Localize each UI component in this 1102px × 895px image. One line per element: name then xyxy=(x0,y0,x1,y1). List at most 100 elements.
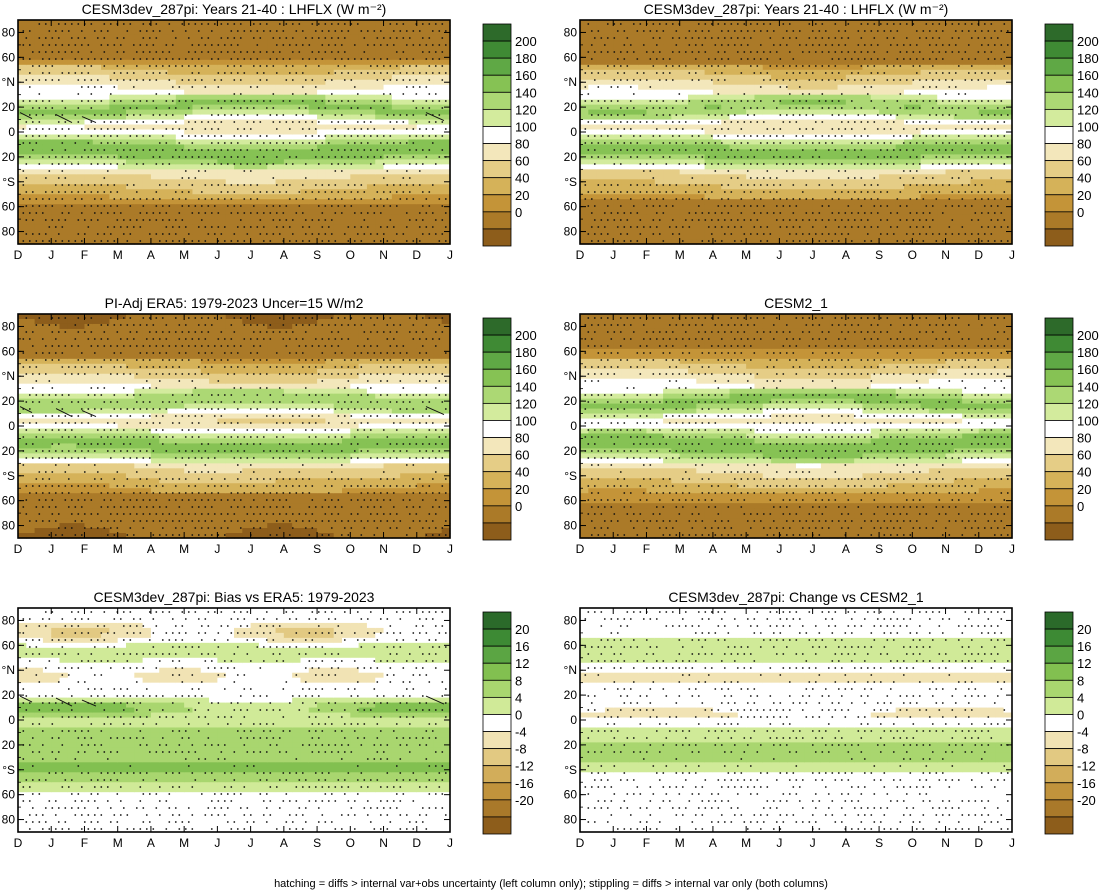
heatmap-cell xyxy=(51,204,61,210)
stipple-dot xyxy=(25,121,28,123)
heatmap-cell xyxy=(300,99,310,106)
stipple-dot xyxy=(395,65,398,67)
heatmap-cell xyxy=(159,34,169,41)
stipple-dot xyxy=(191,72,194,74)
stipple-dot xyxy=(28,240,31,242)
heatmap-cell xyxy=(308,184,318,190)
heatmap-cell xyxy=(433,194,443,200)
heatmap-cell xyxy=(604,219,614,225)
heatmap-cell xyxy=(92,124,102,131)
heatmap-cell xyxy=(613,159,623,165)
heatmap-cell xyxy=(737,29,747,36)
heatmap-cell xyxy=(175,204,185,210)
stipple-dot xyxy=(67,240,70,242)
heatmap-cell xyxy=(192,234,202,240)
heatmap-cell xyxy=(225,204,235,210)
heatmap-cell xyxy=(663,239,672,245)
heatmap-cell xyxy=(142,129,152,136)
heatmap-cell xyxy=(646,219,656,225)
heatmap-cell xyxy=(42,59,52,66)
heatmap-cell xyxy=(746,219,756,225)
heatmap-cell xyxy=(737,184,747,190)
stipple-dot xyxy=(405,44,408,46)
heatmap-cell xyxy=(425,44,434,51)
heatmap-cell xyxy=(729,79,739,86)
heatmap-cell xyxy=(184,69,194,76)
stipple-dot xyxy=(80,86,83,88)
heatmap-cell xyxy=(117,114,127,121)
stipple-dot xyxy=(61,142,64,144)
heatmap-cell xyxy=(762,134,772,141)
stipple-dot xyxy=(366,156,369,158)
heatmap-cell xyxy=(721,239,731,245)
heatmap-cell xyxy=(134,74,144,81)
stipple-dot xyxy=(334,240,337,242)
heatmap-cell xyxy=(704,64,714,71)
heatmap-cell xyxy=(408,29,418,36)
heatmap-cell xyxy=(638,29,648,36)
heatmap-cell xyxy=(342,144,351,151)
stipple-dot xyxy=(311,149,314,151)
stipple-dot xyxy=(184,198,187,200)
heatmap-cell xyxy=(729,94,739,101)
heatmap-cell xyxy=(192,20,202,26)
heatmap-cell xyxy=(375,39,385,46)
stipple-dot xyxy=(119,156,122,158)
heatmap-cell xyxy=(391,194,401,200)
heatmap-cell xyxy=(325,234,335,240)
stipple-dot xyxy=(230,44,233,46)
heatmap-cell xyxy=(258,209,268,215)
stipple-dot xyxy=(96,163,99,165)
heatmap-cell xyxy=(84,229,94,235)
heatmap-cell xyxy=(746,134,756,141)
heatmap-cell xyxy=(150,229,160,235)
heatmap-cell xyxy=(167,84,177,91)
heatmap-cell xyxy=(671,204,681,210)
heatmap-cell xyxy=(383,29,393,36)
stipple-dot xyxy=(44,233,47,235)
stipple-dot xyxy=(304,121,307,123)
heatmap-cell xyxy=(596,89,606,96)
heatmap-cell xyxy=(225,209,235,215)
stipple-dot xyxy=(366,58,369,60)
heatmap-cell xyxy=(712,144,722,151)
heatmap-cell xyxy=(366,94,376,101)
heatmap-cell xyxy=(721,199,731,205)
stipple-dot xyxy=(343,191,346,193)
heatmap-cell xyxy=(588,174,598,180)
heatmap-cell xyxy=(101,54,110,61)
heatmap-cell xyxy=(629,99,639,106)
stipple-dot xyxy=(395,149,398,151)
heatmap-cell xyxy=(142,99,152,106)
heatmap-cell xyxy=(250,164,260,170)
heatmap-cell xyxy=(225,224,235,230)
stipple-dot xyxy=(402,233,405,235)
stipple-dot xyxy=(77,93,80,95)
heatmap-cell xyxy=(117,54,127,61)
stipple-dot xyxy=(100,212,103,214)
stipple-dot xyxy=(402,23,405,25)
heatmap-cell xyxy=(26,234,36,240)
heatmap-cell xyxy=(117,189,127,195)
stipple-dot xyxy=(386,184,389,186)
stipple-dot xyxy=(28,30,31,32)
heatmap-cell xyxy=(721,74,731,81)
heatmap-cell xyxy=(746,124,756,131)
heatmap-cell xyxy=(250,224,260,230)
stipple-dot xyxy=(405,184,408,186)
heatmap-cell xyxy=(375,239,385,245)
heatmap-cell xyxy=(283,164,293,170)
heatmap-cell xyxy=(613,169,623,175)
heatmap-cell xyxy=(184,79,194,86)
stipple-dot xyxy=(308,44,311,46)
heatmap-cell xyxy=(84,184,94,190)
stipple-dot xyxy=(106,58,109,60)
heatmap-cell xyxy=(159,49,169,56)
heatmap-cell xyxy=(92,179,102,185)
heatmap-cell xyxy=(358,179,368,185)
heatmap-cell xyxy=(433,199,443,205)
heatmap-cell xyxy=(762,20,772,26)
heatmap-cell xyxy=(646,64,656,71)
heatmap-cell xyxy=(754,69,764,76)
heatmap-cell xyxy=(317,94,326,101)
